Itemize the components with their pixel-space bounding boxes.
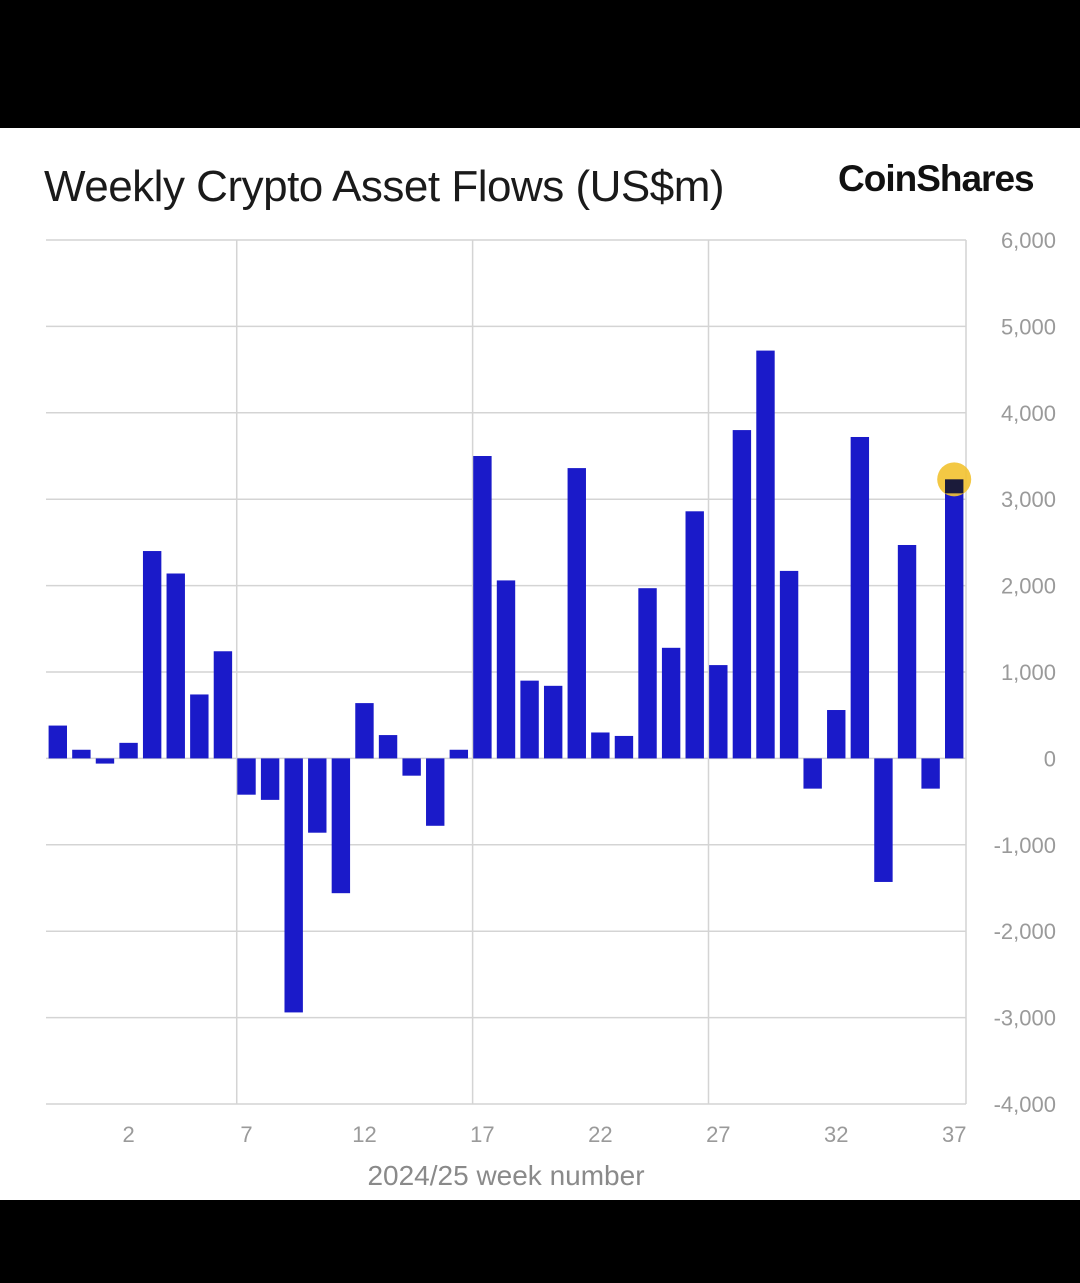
bar-week-27	[709, 665, 728, 759]
bar-week-23	[614, 735, 634, 759]
x-tick-label: 37	[942, 1122, 966, 1147]
bar-week-22	[591, 732, 610, 759]
y-tick-label: -2,000	[994, 919, 1056, 944]
bar-week-21	[567, 468, 586, 759]
bar-week-2	[119, 742, 138, 759]
x-axis-label: 2024/25 week number	[367, 1160, 644, 1191]
bar-week-12	[355, 703, 374, 759]
bar-week-3	[142, 551, 162, 759]
x-tick-label: 2	[122, 1122, 134, 1147]
y-tick-label: 1,000	[1001, 660, 1056, 685]
x-tick-label: 22	[588, 1122, 612, 1147]
bar-week-4	[166, 573, 185, 759]
bar-week-0	[72, 749, 91, 759]
bar-week-31	[803, 758, 822, 789]
bar-week-10	[308, 758, 327, 833]
bar-week-24	[638, 588, 657, 759]
bar-week-9	[284, 758, 303, 1013]
bar-week-11	[331, 758, 351, 894]
bar-chart: 6,000 5,000 4,000 3,000 2,000 1,000 0 -1,000 -2,…	[46, 228, 1056, 1191]
chart-title: Weekly Crypto Asset Flows (US$m)	[44, 162, 725, 211]
bar-week-8	[260, 758, 280, 800]
y-tick-label: 2,000	[1001, 574, 1056, 599]
y-tick-label: 6,000	[1001, 228, 1056, 253]
y-tick-label: -4,000	[994, 1092, 1056, 1117]
bar-week-13	[378, 735, 398, 759]
bar-week-35	[897, 544, 917, 759]
y-tick-label: -1,000	[994, 833, 1056, 858]
y-tick-label: 4,000	[1001, 401, 1056, 426]
bar-week-29	[756, 350, 775, 759]
y-tick-label: 3,000	[1001, 487, 1056, 512]
coinshares-logo: CoinShares	[838, 158, 1035, 199]
y-tick-label: 5,000	[1001, 314, 1056, 339]
bar-week-1	[95, 758, 115, 764]
x-tick-label: 12	[352, 1122, 376, 1147]
bar-week-25	[661, 647, 681, 759]
bar-week-34	[874, 758, 893, 882]
highlight-bar-cap	[945, 479, 964, 494]
bar-week-17	[473, 456, 492, 759]
bar-week-26	[685, 511, 704, 759]
y-tick-label: 0	[1044, 746, 1056, 771]
chart-card: Weekly Crypto Asset Flows (US$m) CoinSha…	[0, 128, 1080, 1200]
bar-week-20	[543, 685, 563, 759]
bar-week-36	[921, 758, 940, 789]
bar-week-30	[779, 570, 799, 759]
x-tick-label: 7	[240, 1122, 252, 1147]
x-tick-label: 17	[470, 1122, 494, 1147]
bar-week-7	[237, 758, 256, 795]
x-tick-label: 32	[824, 1122, 848, 1147]
bar-week-15	[426, 758, 445, 826]
bar-week-28	[732, 430, 752, 759]
bar-week-18	[496, 580, 516, 759]
x-tick-label: 27	[706, 1122, 730, 1147]
bar-week-19	[520, 680, 539, 759]
bar-week-14	[402, 758, 421, 776]
bar-week-33	[850, 436, 870, 759]
y-tick-label: -3,000	[994, 1006, 1056, 1031]
bar-week-5	[190, 694, 209, 759]
bar-week--1	[48, 725, 67, 759]
bar-week-37	[945, 479, 964, 759]
bar-week-16	[449, 749, 469, 759]
bar-week-6	[213, 651, 233, 759]
bar-week-32	[827, 710, 846, 759]
